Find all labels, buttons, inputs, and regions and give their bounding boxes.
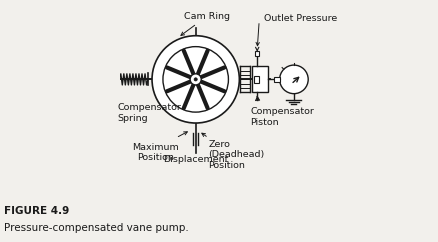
Text: Zero
(Deadhead)
Position: Zero (Deadhead) Position bbox=[208, 140, 264, 170]
Circle shape bbox=[194, 78, 197, 81]
Text: Maximum
Position: Maximum Position bbox=[132, 143, 179, 162]
Text: Cam Ring: Cam Ring bbox=[180, 12, 229, 35]
Text: Outlet Pressure: Outlet Pressure bbox=[264, 14, 337, 23]
Bar bbox=[254, 76, 258, 83]
Text: Pressure-compensated vane pump.: Pressure-compensated vane pump. bbox=[4, 223, 189, 233]
Circle shape bbox=[152, 36, 239, 123]
Bar bbox=[254, 51, 259, 56]
Circle shape bbox=[190, 74, 201, 85]
Bar bbox=[252, 67, 268, 92]
Text: Displacement: Displacement bbox=[162, 155, 228, 164]
Text: Compensator
Spring: Compensator Spring bbox=[117, 103, 181, 123]
Bar bbox=[273, 77, 279, 82]
Text: Compensator
Piston: Compensator Piston bbox=[250, 107, 314, 127]
Text: FIGURE 4.9: FIGURE 4.9 bbox=[4, 206, 70, 216]
Circle shape bbox=[279, 65, 307, 94]
Circle shape bbox=[162, 47, 228, 112]
